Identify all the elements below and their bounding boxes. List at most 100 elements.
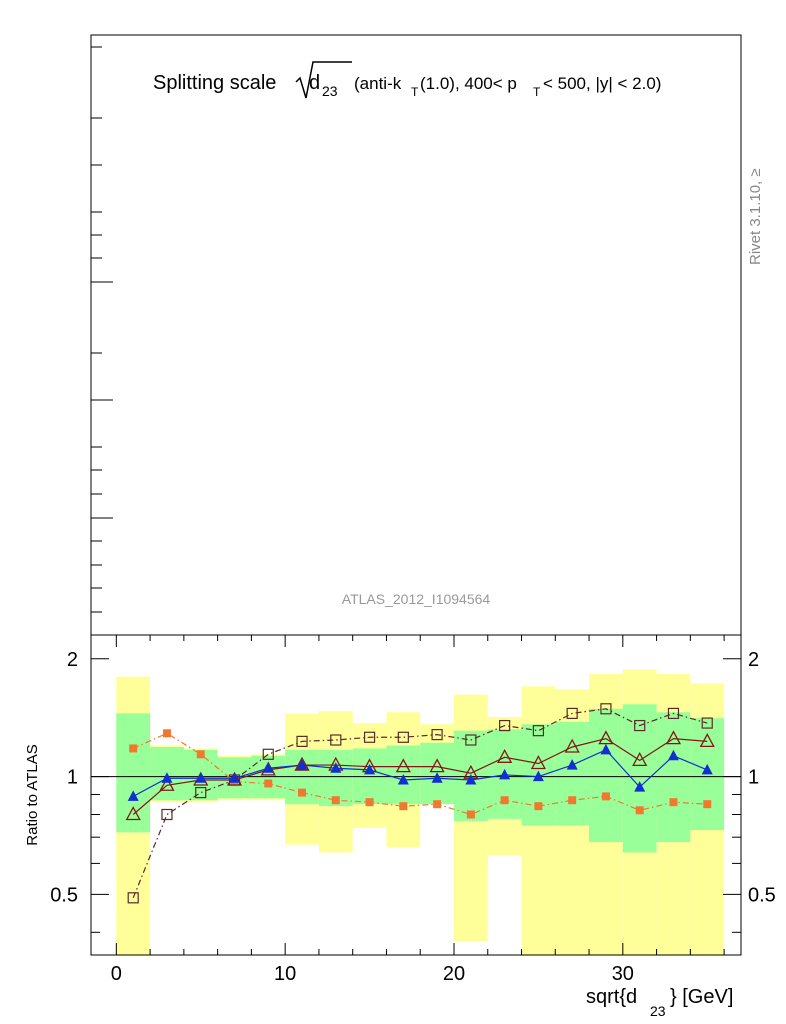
title-selection-1: (anti-k bbox=[354, 74, 402, 93]
green-band-15 bbox=[622, 704, 657, 853]
title-selection-1-sub: T bbox=[411, 85, 419, 99]
chart-title-prefix: Splitting scale bbox=[153, 72, 276, 94]
series-0-point-8 bbox=[397, 731, 409, 743]
series-3-point-13 bbox=[566, 759, 578, 770]
series-1-point-14 bbox=[601, 792, 610, 801]
series-2-point-16 bbox=[665, 730, 682, 745]
x-axis-label-suffix: } [GeV] bbox=[670, 986, 733, 1008]
series-0-point-16 bbox=[667, 707, 680, 720]
series-1-point-11 bbox=[500, 796, 509, 805]
series-1-line bbox=[132, 732, 708, 816]
y-tick-label-right-1: 1 bbox=[748, 767, 759, 789]
ratio-panel: 0 10 20 300.5 0.51 12 2 Ratio to ATLAS sqrt{d … bbox=[24, 634, 776, 1019]
series-0-point-15 bbox=[634, 719, 646, 732]
main-panel: Splitting scale d 23 (anti-k T (1.0), 40… bbox=[90, 34, 764, 636]
green-band-13 bbox=[555, 721, 590, 826]
series-2-point-1 bbox=[159, 776, 175, 791]
series-1-point-1 bbox=[162, 729, 171, 738]
series-3-point-8 bbox=[397, 773, 409, 785]
green-band-0 bbox=[116, 713, 151, 833]
series-0-point-13 bbox=[566, 707, 578, 720]
main-panel-frame bbox=[90, 34, 742, 636]
x-axis-label-prefix: sqrt{d bbox=[586, 986, 637, 1008]
series-1-point-6 bbox=[331, 796, 340, 805]
series-2-point-0 bbox=[125, 806, 141, 821]
series-0-point-0 bbox=[127, 892, 139, 904]
series-2-point-11 bbox=[497, 748, 513, 763]
x-tick-label-2: 20 bbox=[443, 963, 465, 985]
green-band-16 bbox=[656, 712, 691, 843]
series-0-point-4 bbox=[262, 748, 274, 760]
series-3-point-14 bbox=[600, 743, 612, 755]
y-tick-label-right-0: 0.5 bbox=[748, 884, 776, 906]
series-0-point-7 bbox=[363, 731, 376, 743]
series-3-line bbox=[132, 749, 708, 797]
series-2-point-8 bbox=[395, 758, 411, 773]
series-3-point-3 bbox=[229, 772, 241, 783]
series-0-point-17 bbox=[701, 717, 713, 729]
title-sqrt-arg-sub: 23 bbox=[322, 83, 338, 99]
series-0-point-2 bbox=[195, 786, 207, 799]
series-1-point-7 bbox=[365, 798, 374, 807]
green-band-14 bbox=[589, 708, 623, 843]
x-tick-label-1: 10 bbox=[274, 963, 296, 985]
ratio-tick-labels: 0 10 20 30 0.5 0.5 1 1 2 2 bbox=[50, 649, 776, 985]
y-tick-label-left-2: 2 bbox=[67, 649, 78, 671]
series-0-point-5 bbox=[296, 735, 308, 747]
series-2-point-12 bbox=[530, 755, 546, 770]
series-1-point-5 bbox=[298, 788, 307, 797]
series-2-point-9 bbox=[429, 758, 445, 773]
series-3-point-0 bbox=[127, 790, 139, 801]
series-2-point-15 bbox=[632, 752, 648, 767]
series-0-point-9 bbox=[431, 729, 443, 741]
x-tick-label-0: 0 bbox=[111, 963, 122, 985]
series-layer bbox=[125, 703, 715, 904]
series-0-line bbox=[132, 708, 708, 899]
ratio-panel-frame bbox=[90, 634, 742, 956]
series-1-point-13 bbox=[568, 796, 577, 805]
series-1-point-4 bbox=[264, 779, 273, 788]
series-1-point-12 bbox=[534, 802, 543, 811]
title-selection-2-sub: T bbox=[533, 85, 541, 99]
series-1-point-17 bbox=[703, 800, 712, 809]
series-1-point-0 bbox=[129, 744, 138, 753]
green-bands bbox=[116, 704, 725, 853]
ratio-axis-ticks bbox=[91, 635, 741, 955]
analysis-label: ATLAS_2012_I1094564 bbox=[342, 591, 491, 607]
series-1-point-15 bbox=[635, 806, 644, 815]
main-panel-y-ticks bbox=[91, 46, 113, 613]
series-0-point-1 bbox=[161, 808, 173, 821]
series-0-point-11 bbox=[499, 719, 511, 732]
x-tick-label-3: 30 bbox=[612, 963, 634, 985]
series-2-point-5 bbox=[294, 756, 310, 771]
series-0-point-6 bbox=[330, 734, 342, 746]
series-1-point-8 bbox=[399, 802, 408, 811]
series-3-point-11 bbox=[499, 768, 511, 780]
title-sqrt-arg: d bbox=[309, 72, 320, 94]
sqrt-symbol bbox=[295, 61, 352, 99]
series-1-point-9 bbox=[433, 800, 442, 809]
series-0-point-12 bbox=[532, 725, 545, 737]
rivet-side-label: Rivet 3.1.10, ≥ bbox=[747, 168, 764, 265]
x-axis-label-sub: 23 bbox=[650, 1003, 666, 1019]
series-2-point-14 bbox=[598, 730, 614, 745]
series-1-point-16 bbox=[669, 798, 678, 807]
series-3-point-4 bbox=[262, 762, 274, 773]
series-0-point-14 bbox=[600, 703, 612, 715]
series-3-point-5 bbox=[296, 759, 308, 770]
series-2-point-13 bbox=[564, 738, 580, 753]
series-3-point-10 bbox=[465, 773, 477, 785]
y-tick-label-right-2: 2 bbox=[748, 649, 759, 671]
series-3-point-7 bbox=[364, 763, 376, 775]
series-3-point-12 bbox=[532, 770, 544, 782]
series-2-point-17 bbox=[699, 733, 715, 748]
y-tick-label-left-0: 0.5 bbox=[50, 884, 78, 906]
series-1-point-10 bbox=[466, 810, 475, 819]
series-3-point-9 bbox=[431, 772, 443, 783]
y-axis-label: Ratio to ATLAS bbox=[24, 744, 41, 845]
series-1-point-2 bbox=[196, 750, 205, 759]
title-selection-2: (1.0), 400< p bbox=[420, 74, 517, 93]
y-tick-label-left-1: 1 bbox=[67, 767, 78, 789]
series-3-point-15 bbox=[634, 781, 646, 792]
